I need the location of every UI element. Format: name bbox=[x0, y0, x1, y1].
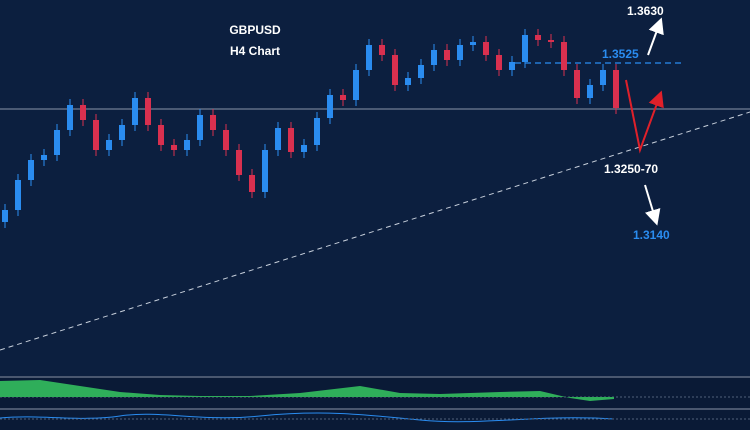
candle-body bbox=[106, 140, 112, 150]
candle-body bbox=[93, 120, 99, 150]
candle-body bbox=[223, 130, 229, 150]
candle-body bbox=[574, 70, 580, 98]
candle-body bbox=[288, 128, 294, 152]
candle-body bbox=[470, 42, 476, 45]
arrow bbox=[644, 184, 661, 226]
candle-body bbox=[80, 105, 86, 120]
candle-body bbox=[2, 210, 8, 222]
candle-body bbox=[236, 150, 242, 175]
candle-body bbox=[457, 45, 463, 60]
candle-body bbox=[548, 40, 554, 42]
candle-body bbox=[210, 115, 216, 130]
candle-body bbox=[197, 115, 203, 140]
chart-subtitle: H4 Chart bbox=[230, 44, 280, 58]
candle-body bbox=[587, 85, 593, 98]
annotation: 1.3140 bbox=[633, 228, 670, 242]
candle-body bbox=[132, 98, 138, 125]
arrow bbox=[647, 17, 664, 56]
indicator-panel bbox=[0, 376, 750, 430]
histogram bbox=[0, 380, 614, 401]
candle-body bbox=[262, 150, 268, 192]
annotation: 1.3250-70 bbox=[604, 162, 658, 176]
candle-body bbox=[41, 155, 47, 160]
candle-body bbox=[171, 145, 177, 150]
candle-body bbox=[67, 105, 73, 130]
candle-body bbox=[535, 35, 541, 40]
candle-body bbox=[314, 118, 320, 145]
candle-body bbox=[28, 160, 34, 180]
annotation: 1.3525 bbox=[602, 47, 639, 61]
candle-body bbox=[340, 95, 346, 100]
candle-body bbox=[418, 65, 424, 78]
oscillator bbox=[0, 412, 615, 423]
chart-title: GBPUSD bbox=[229, 23, 281, 37]
candle-body bbox=[405, 78, 411, 85]
candle-body bbox=[444, 50, 450, 60]
candle-body bbox=[392, 55, 398, 85]
candle-body bbox=[366, 45, 372, 70]
candle-body bbox=[613, 70, 619, 108]
candle-body bbox=[483, 42, 489, 55]
candle-body bbox=[353, 70, 359, 100]
candle-body bbox=[158, 125, 164, 145]
candle-body bbox=[561, 42, 567, 70]
arrow bbox=[625, 79, 664, 154]
candle-body bbox=[496, 55, 502, 70]
candle-body bbox=[600, 70, 606, 85]
candle-body bbox=[15, 180, 21, 210]
candle-body bbox=[145, 98, 151, 125]
annotation: 1.3630 bbox=[627, 4, 664, 18]
candle-body bbox=[275, 128, 281, 150]
candle-body bbox=[522, 35, 528, 62]
candle-body bbox=[54, 130, 60, 155]
candle-body bbox=[184, 140, 190, 150]
candle-body bbox=[379, 45, 385, 55]
candle-body bbox=[431, 50, 437, 65]
candle-body bbox=[301, 145, 307, 152]
candle-body bbox=[509, 62, 515, 70]
candle-body bbox=[249, 175, 255, 192]
candle-body bbox=[327, 95, 333, 118]
candle-body bbox=[119, 125, 125, 140]
